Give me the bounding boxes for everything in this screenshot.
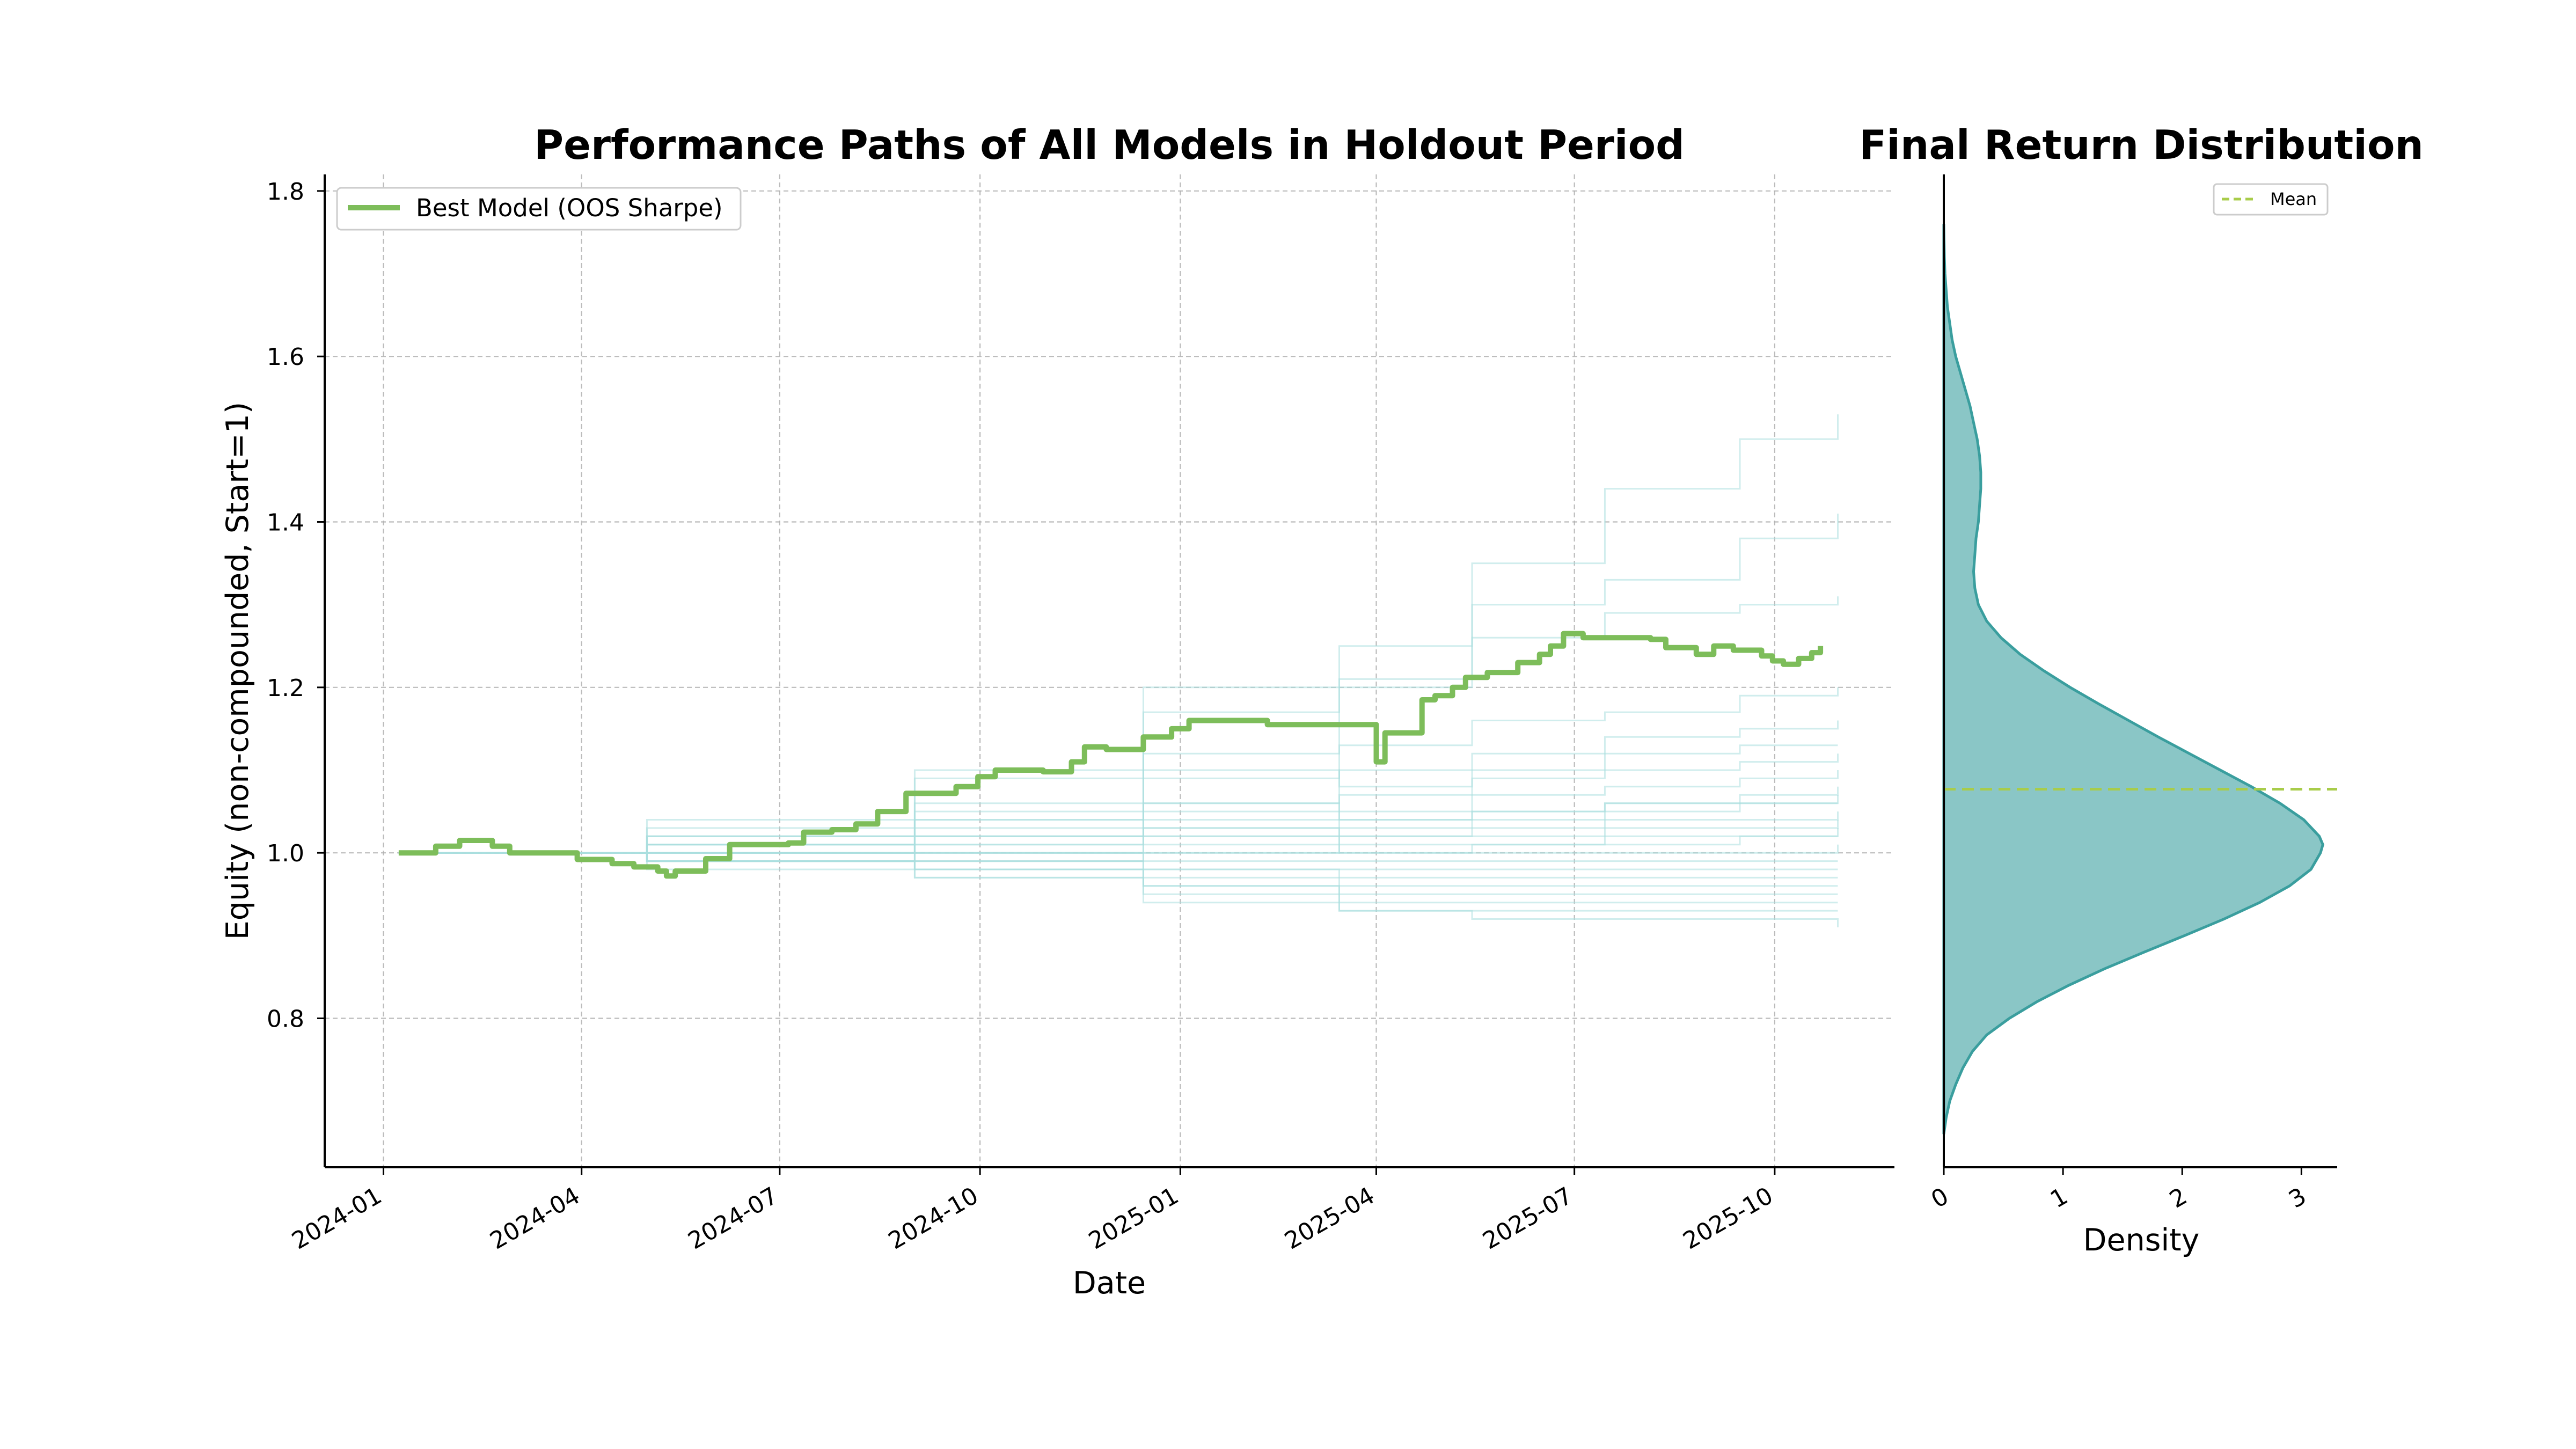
density-tick-label: 2	[2165, 1182, 2192, 1213]
distribution-x-axis-label: Density	[2083, 1223, 2200, 1258]
density-tick-label: 3	[2284, 1182, 2311, 1213]
model-path	[398, 828, 1839, 854]
distribution-legend: Mean	[2213, 183, 2329, 216]
density-tick-labels: 0 1 2 3	[1927, 1167, 2311, 1214]
density-tick-label: 0	[1927, 1182, 1953, 1213]
density-tick-label: 1	[2046, 1182, 2073, 1213]
y-tick-label: 0.8	[267, 1006, 304, 1033]
x-tick-label: 2024-01	[287, 1182, 386, 1255]
x-tick-label: 2024-04	[485, 1182, 584, 1255]
model-path	[398, 414, 1839, 854]
performance-paths-chart: 0.8 1.0 1.2 1.4 1.6 1.8 2024-01 2024-04 2024-07…	[220, 121, 1894, 1301]
y-tick-labels: 0.8 1.0 1.2 1.4 1.6 1.8	[267, 178, 325, 1033]
x-tick-label: 2025-10	[1679, 1182, 1778, 1255]
main-grid	[325, 174, 1894, 1167]
y-tick-label: 1.0	[267, 840, 304, 867]
model-path	[398, 795, 1839, 854]
model-path	[398, 819, 1839, 862]
main-chart-title: Performance Paths of All Models in Holdo…	[534, 121, 1685, 169]
model-path	[398, 852, 1839, 927]
background-model-paths	[398, 414, 1839, 927]
y-tick-label: 1.6	[267, 343, 304, 371]
main-x-axis-label: Date	[1073, 1265, 1146, 1301]
x-tick-label: 2024-10	[884, 1182, 983, 1255]
y-tick-label: 1.8	[267, 178, 304, 206]
legend-mean-label: Mean	[2270, 189, 2317, 209]
distribution-chart-title: Final Return Distribution	[1859, 121, 2424, 169]
model-path	[398, 811, 1839, 854]
model-path	[398, 852, 1838, 879]
model-path	[398, 596, 1839, 854]
density-area	[1942, 224, 2324, 1135]
best-model-line	[398, 631, 1824, 879]
x-tick-label: 2025-04	[1280, 1182, 1379, 1255]
distribution-axes-spines	[1943, 174, 2337, 1168]
main-y-axis-label: Equity (non-compounded, Start=1)	[220, 402, 255, 940]
x-tick-label: 2024-07	[684, 1182, 783, 1255]
final-return-distribution-chart: 0 1 2 3 Final Return Distribution Density M…	[1859, 121, 2424, 1258]
main-legend: Best Model (OOS Sharpe)	[336, 187, 742, 231]
y-tick-label: 1.2	[267, 675, 304, 702]
legend-best-model-label: Best Model (OOS Sharpe)	[416, 194, 723, 222]
x-tick-label: 2025-01	[1084, 1182, 1183, 1255]
model-path	[398, 514, 1839, 854]
x-tick-labels: 2024-01 2024-04 2024-07 2024-10 2025-01 2025-…	[287, 1167, 1777, 1255]
main-axes-spines	[324, 174, 1894, 1168]
y-tick-label: 1.4	[267, 509, 304, 537]
x-tick-label: 2025-07	[1478, 1182, 1577, 1255]
